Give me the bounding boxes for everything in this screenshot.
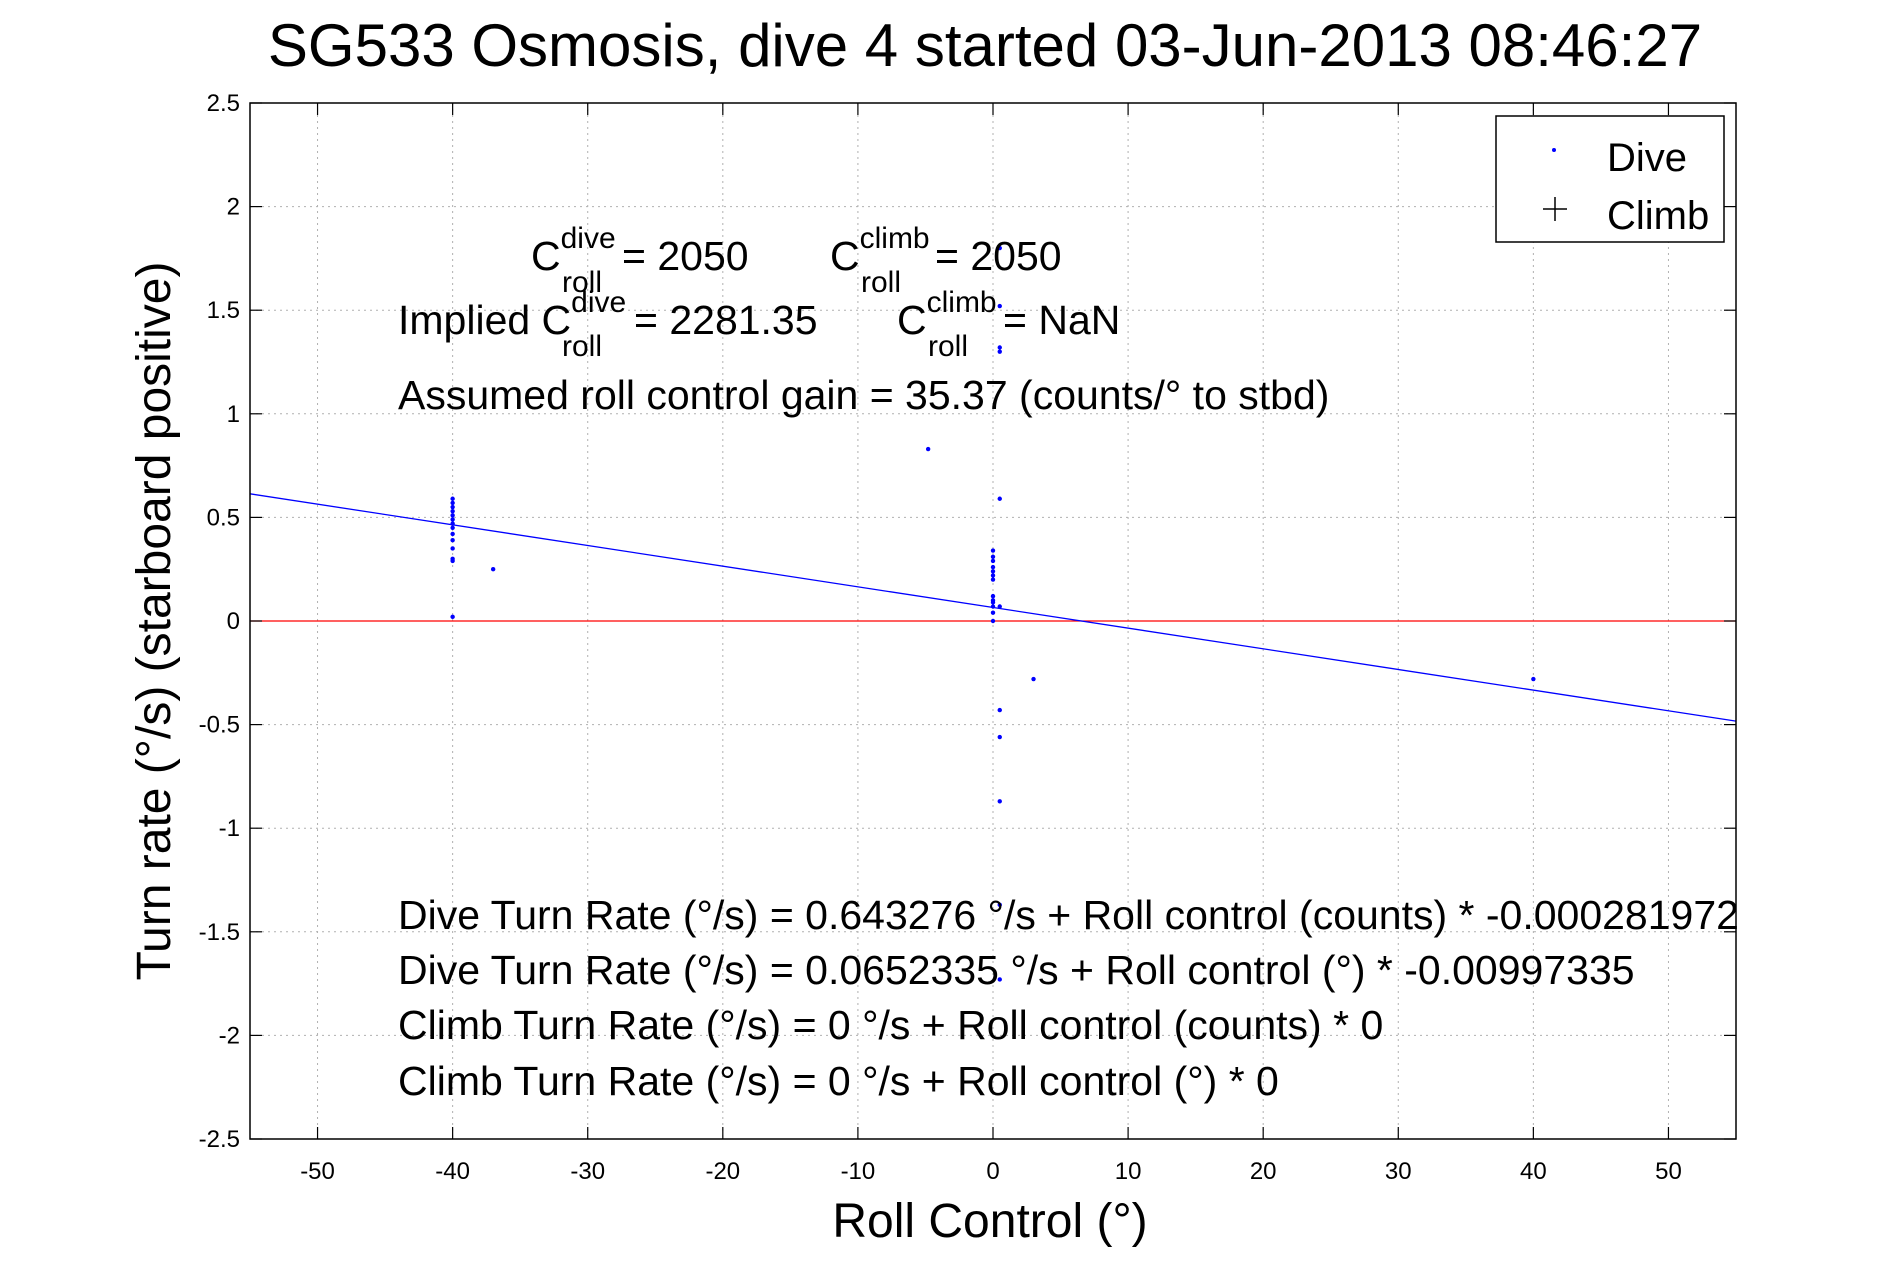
climb-equation-degrees: Climb Turn Rate (°/s) = 0 °/s + Roll con… bbox=[398, 1058, 1279, 1104]
dive-point bbox=[997, 349, 1002, 354]
dive-point bbox=[450, 508, 455, 514]
implied-climb-value: = NaN bbox=[1003, 297, 1120, 343]
dive-point bbox=[990, 618, 996, 624]
dive-point bbox=[490, 567, 496, 572]
cdive-value: = 2050 bbox=[622, 233, 749, 279]
legend: Dive Climb bbox=[1495, 115, 1725, 243]
dive-point bbox=[990, 554, 996, 559]
dive-point bbox=[997, 245, 1002, 251]
x-tick-label: -30 bbox=[570, 1158, 605, 1185]
dive-point bbox=[997, 977, 1002, 982]
implied-climb-label: Cclimb bbox=[897, 286, 997, 343]
legend-dive-marker bbox=[1552, 148, 1556, 152]
legend-climb-marker bbox=[1543, 197, 1567, 221]
y-tick-label: 2 bbox=[227, 194, 240, 221]
y-tick-label: -1.5 bbox=[199, 919, 240, 946]
dive-point bbox=[450, 531, 455, 537]
x-tick-label: 50 bbox=[1655, 1158, 1682, 1185]
y-tick-label: -2.5 bbox=[199, 1126, 240, 1153]
dive-point bbox=[450, 513, 455, 518]
dive-point bbox=[990, 593, 996, 599]
implied-climb-sub: roll bbox=[928, 330, 968, 363]
legend-box bbox=[1495, 115, 1725, 243]
cdive-sub: roll bbox=[562, 266, 602, 299]
x-tick-label: -40 bbox=[435, 1158, 470, 1185]
annotations: Cdive roll = 2050 Cclimb roll = 2050 Imp… bbox=[398, 222, 1739, 1104]
dive-point bbox=[450, 496, 455, 501]
dive-equation-degrees: Dive Turn Rate (°/s) = 0.0652335 °/s + R… bbox=[398, 947, 1635, 993]
y-tick-label: 1 bbox=[227, 401, 240, 428]
y-tick-label: 0 bbox=[227, 608, 240, 635]
x-tick-label: -20 bbox=[705, 1158, 740, 1185]
dive-point bbox=[450, 504, 455, 510]
x-tick-label: 40 bbox=[1520, 1158, 1547, 1185]
x-tick-label: 10 bbox=[1115, 1158, 1142, 1185]
dive-point bbox=[990, 610, 996, 615]
gain-annotation: Assumed roll control gain = 35.37 (count… bbox=[398, 372, 1329, 418]
dive-point bbox=[450, 525, 455, 530]
dive-point bbox=[990, 577, 996, 582]
dive-point bbox=[450, 546, 455, 551]
dive-equation-counts: Dive Turn Rate (°/s) = 0.643276 °/s + Ro… bbox=[398, 892, 1739, 938]
dive-point bbox=[997, 604, 1002, 609]
dive-point bbox=[450, 537, 455, 543]
y-tick-label: -2 bbox=[219, 1022, 240, 1049]
dive-point bbox=[990, 600, 996, 605]
implied-dive-sub: roll bbox=[562, 330, 602, 363]
x-tick-label: -50 bbox=[300, 1158, 335, 1185]
legend-climb-label: Climb bbox=[1607, 194, 1709, 238]
dive-point bbox=[997, 734, 1002, 740]
dive-point bbox=[450, 521, 455, 526]
dive-point bbox=[990, 564, 996, 570]
dive-point bbox=[990, 569, 996, 574]
dive-point bbox=[450, 500, 455, 506]
y-tick-label: 1.5 bbox=[207, 297, 240, 324]
cclimb-sub: roll bbox=[861, 266, 901, 299]
cclimb-label: Cclimb bbox=[830, 222, 930, 279]
x-tick-label: 0 bbox=[986, 1158, 999, 1185]
cdive-label: Cdive bbox=[531, 222, 616, 279]
dive-point bbox=[997, 345, 1002, 350]
axis-ticks: -50 -40 -30 -20 -10 0 10 20 30 40 50-2.5-2-1.5-1-0… bbox=[199, 90, 1736, 1185]
dive-point bbox=[990, 573, 996, 578]
dive-point bbox=[1531, 676, 1536, 682]
dive-point bbox=[997, 303, 1002, 309]
y-axis-label: Turn rate (°/s) (starboard positive) bbox=[128, 262, 181, 981]
dive-point bbox=[1031, 676, 1036, 682]
chart-title: SG533 Osmosis, dive 4 started 03-Jun-201… bbox=[268, 12, 1702, 79]
climb-equation-counts: Climb Turn Rate (°/s) = 0 °/s + Roll con… bbox=[398, 1002, 1383, 1048]
dive-point bbox=[450, 517, 455, 522]
x-tick-label: -10 bbox=[841, 1158, 876, 1185]
y-tick-label: -1 bbox=[219, 815, 240, 842]
dive-point bbox=[925, 446, 931, 452]
dive-point bbox=[450, 614, 455, 620]
dive-point bbox=[990, 558, 996, 564]
dive-point bbox=[997, 707, 1002, 713]
y-tick-label: -0.5 bbox=[199, 712, 240, 739]
dive-point bbox=[997, 799, 1002, 804]
dive-point bbox=[990, 548, 996, 553]
data-points bbox=[450, 245, 1536, 982]
dive-point bbox=[990, 604, 996, 609]
legend-dive-label: Dive bbox=[1607, 136, 1687, 180]
dive-point bbox=[450, 558, 455, 564]
implied-dive-label: Implied Cdive bbox=[398, 286, 626, 343]
x-axis-label: Roll Control (°) bbox=[832, 1195, 1147, 1248]
x-tick-label: 30 bbox=[1385, 1158, 1412, 1185]
y-tick-label: 0.5 bbox=[207, 504, 240, 531]
implied-dive-value: = 2281.35 bbox=[634, 297, 818, 343]
dive-point bbox=[997, 902, 1002, 908]
y-tick-label: 2.5 bbox=[207, 90, 240, 117]
x-tick-label: 20 bbox=[1250, 1158, 1277, 1185]
dive-point bbox=[997, 496, 1002, 501]
cclimb-value: = 2050 bbox=[935, 233, 1062, 279]
